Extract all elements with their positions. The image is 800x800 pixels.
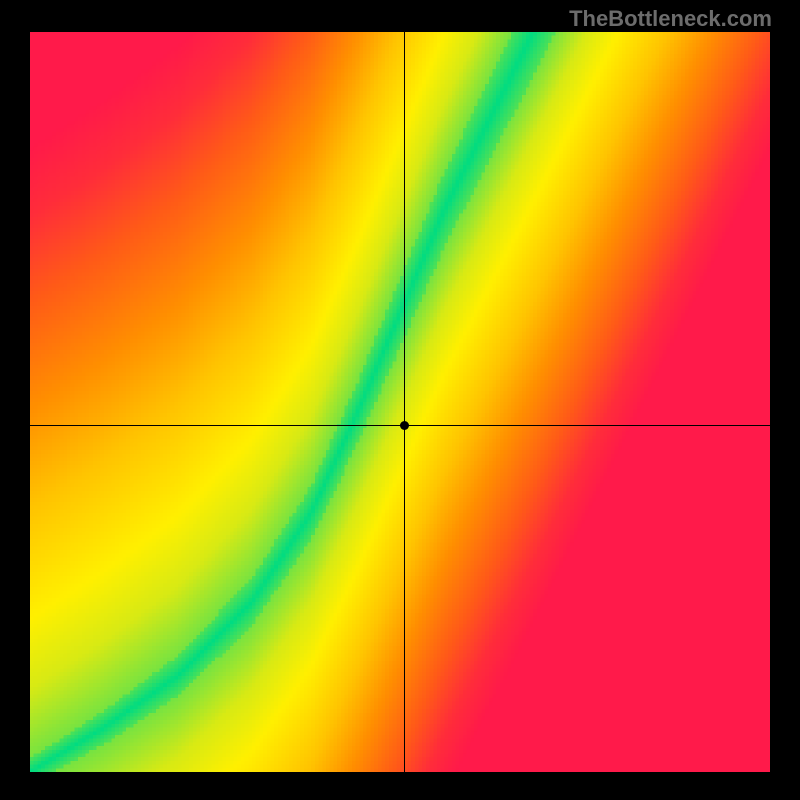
watermark-text: TheBottleneck.com	[569, 6, 772, 32]
chart-container: TheBottleneck.com	[0, 0, 800, 800]
bottleneck-heatmap	[30, 32, 770, 772]
crosshair-vertical	[404, 32, 405, 772]
